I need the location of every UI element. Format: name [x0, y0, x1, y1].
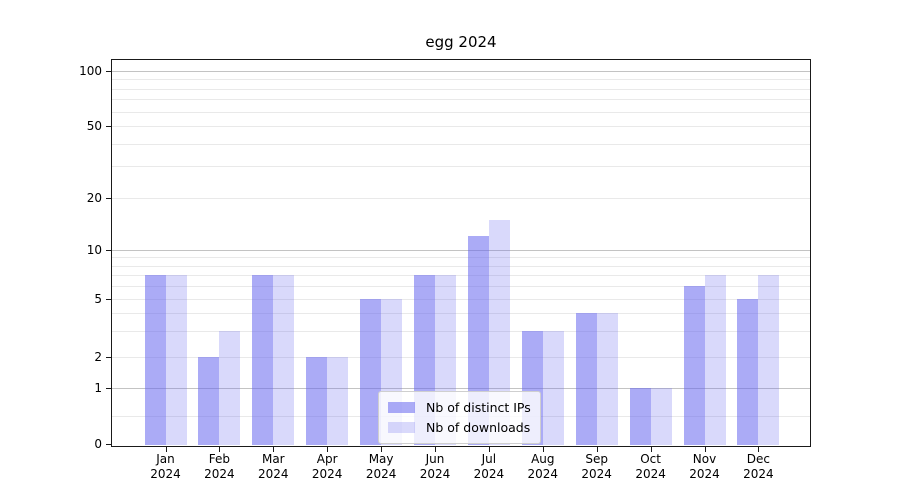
- y-tick-label: 2: [94, 350, 102, 364]
- bar-downloads: [596, 313, 618, 445]
- y-tick: [106, 71, 112, 72]
- bar-downloads: [327, 357, 349, 445]
- gridline-minor: [112, 299, 810, 300]
- y-tick-label: 20: [86, 191, 102, 205]
- x-tick: [704, 447, 706, 452]
- legend-label-downloads: Nb of downloads: [426, 419, 531, 435]
- gridline-minor: [112, 265, 810, 267]
- y-tick: [106, 388, 112, 389]
- x-tick: [488, 447, 490, 452]
- bar-downloads: [488, 219, 510, 445]
- x-tick: [542, 447, 544, 452]
- bar-downloads: [273, 275, 295, 445]
- x-tick-label: Apr 2024: [311, 452, 343, 481]
- y-tick-label: 10: [86, 243, 102, 257]
- x-tick: [219, 447, 221, 452]
- x-tick-label: Nov 2024: [689, 452, 720, 481]
- x-tick-label: Jan 2024: [150, 452, 181, 481]
- gridline-minor: [112, 166, 810, 168]
- gridline-minor: [112, 313, 810, 315]
- gridline-major: [112, 71, 810, 72]
- x-tick: [435, 447, 436, 452]
- gridline-minor: [112, 111, 810, 113]
- gridline-minor: [112, 257, 810, 259]
- x-tick: [650, 447, 652, 452]
- y-tick-label: 5: [94, 292, 102, 306]
- legend-swatch-distinct-ips: [388, 401, 415, 413]
- gridline-minor: [112, 88, 810, 90]
- y-tick-label: 100: [79, 64, 102, 78]
- y-tick-label: 0: [94, 437, 102, 451]
- plot-area: Nb of distinct IPs Nb of downloads: [111, 59, 811, 447]
- bar-downloads: [165, 275, 187, 445]
- x-tick-label: Feb 2024: [204, 452, 235, 481]
- gridline-major: [112, 388, 810, 389]
- bar-distinct-ips: [252, 275, 274, 445]
- legend-swatch-downloads: [388, 421, 415, 433]
- x-tick: [596, 447, 598, 452]
- y-tick: [106, 357, 112, 358]
- bar-downloads: [650, 388, 672, 445]
- bar-distinct-ips: [198, 357, 220, 445]
- x-tick: [381, 447, 383, 452]
- legend: Nb of distinct IPs Nb of downloads: [378, 391, 541, 444]
- x-tick-label: Sep 2024: [581, 452, 612, 481]
- x-tick: [758, 447, 760, 452]
- gridline-minor: [112, 331, 810, 333]
- legend-item-distinct-ips: Nb of distinct IPs: [388, 397, 531, 417]
- x-tick: [327, 447, 329, 452]
- x-tick-label: Dec 2024: [743, 452, 774, 481]
- bar-downloads: [219, 331, 241, 445]
- x-tick: [165, 447, 167, 452]
- y-tick: [106, 299, 112, 300]
- gridline-minor: [112, 126, 810, 127]
- y-tick: [106, 126, 112, 127]
- bar-distinct-ips: [306, 357, 328, 445]
- gridline-minor: [112, 198, 810, 199]
- y-tick-label: 1: [94, 381, 102, 395]
- y-tick: [106, 198, 112, 199]
- bar-downloads: [542, 331, 564, 445]
- y-tick: [106, 444, 112, 445]
- gridline-minor: [112, 357, 810, 358]
- gridline-minor: [112, 79, 810, 81]
- gridline-minor: [112, 275, 810, 277]
- chart-title: egg 2024: [425, 33, 497, 51]
- gridline-minor: [112, 143, 810, 145]
- y-tick-label: 50: [86, 119, 102, 133]
- x-tick-label: May 2024: [365, 452, 397, 481]
- gridline-minor: [112, 99, 810, 101]
- x-tick-label: Jul 2024: [473, 452, 505, 481]
- x-tick-label: Mar 2024: [258, 452, 289, 481]
- legend-label-distinct-ips: Nb of distinct IPs: [426, 399, 531, 415]
- bar-downloads: [758, 275, 780, 445]
- x-tick: [273, 447, 275, 452]
- bar-downloads: [704, 275, 726, 445]
- bar-distinct-ips: [144, 275, 166, 445]
- x-tick-label: Jun 2024: [419, 452, 451, 481]
- gridline-major: [112, 250, 810, 251]
- bar-distinct-ips: [629, 388, 651, 445]
- gridline-minor: [112, 286, 810, 288]
- x-tick-label: Aug 2024: [527, 452, 559, 481]
- legend-item-downloads: Nb of downloads: [388, 417, 531, 437]
- y-tick: [106, 250, 112, 251]
- bar-distinct-ips: [683, 286, 705, 445]
- bar-distinct-ips: [575, 313, 597, 445]
- bar-distinct-ips: [360, 299, 382, 445]
- x-tick-label: Oct 2024: [635, 452, 666, 481]
- bar-distinct-ips: [737, 299, 759, 445]
